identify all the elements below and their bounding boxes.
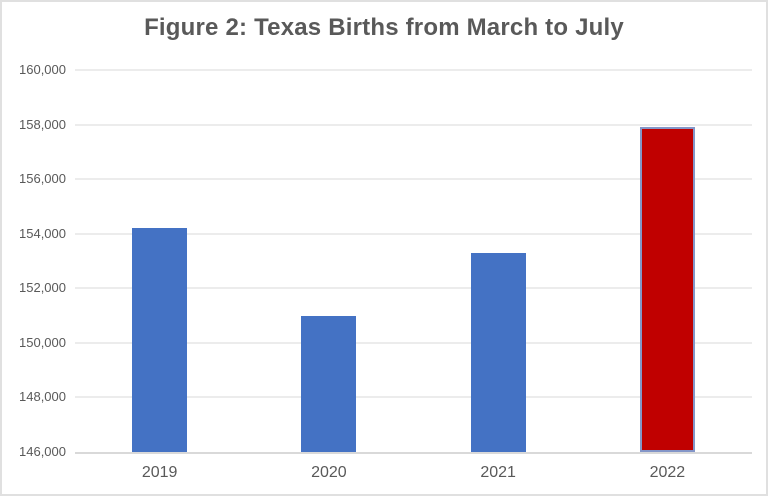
y-tick-label: 150,000 [19, 334, 66, 350]
gridline [75, 123, 752, 126]
x-tick-label: 2021 [480, 464, 516, 481]
x-tick-label: 2020 [311, 464, 347, 481]
gridline [75, 69, 752, 71]
plot-area [75, 69, 752, 454]
gridline [75, 396, 752, 399]
gridline [75, 232, 752, 235]
y-tick-label: 158,000 [19, 116, 66, 132]
gridline [75, 287, 752, 290]
chart-title: Figure 2: Texas Births from March to Jul… [144, 14, 624, 41]
bar-2020 [301, 315, 357, 452]
y-tick-label: 152,000 [19, 280, 66, 296]
y-tick-label: 156,000 [19, 171, 66, 187]
bar-2022 [639, 127, 695, 452]
y-tick-label: 148,000 [19, 389, 66, 405]
x-tick-label: 2019 [141, 464, 178, 481]
y-tick-label: 154,000 [19, 225, 66, 241]
gridline [75, 341, 752, 344]
bar-2021 [470, 252, 526, 452]
bar-2019 [132, 228, 188, 452]
x-tick-label: 2022 [649, 464, 686, 481]
y-tick-label: 160,000 [19, 62, 66, 77]
y-tick-label: 146,000 [19, 444, 66, 459]
gridline [75, 178, 752, 181]
